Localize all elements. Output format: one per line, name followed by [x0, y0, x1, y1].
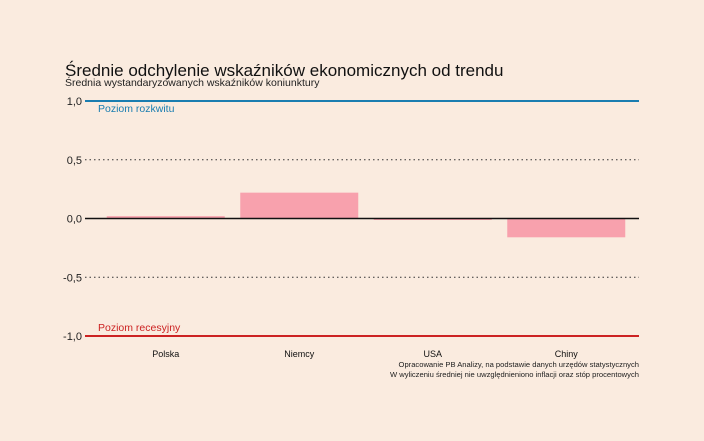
- bar: [106, 216, 225, 219]
- y-tick-label: 0,5: [67, 155, 82, 167]
- x-tick-label: Polska: [152, 349, 179, 359]
- y-tick-label: 0,0: [67, 214, 82, 226]
- y-tick-label: -1,0: [63, 331, 82, 343]
- chart-subtitle: Średnia wystandaryzowanych wskaźników ko…: [65, 77, 320, 89]
- chart-title: Średnie odchylenie wskaźników ekonomiczn…: [65, 61, 504, 80]
- y-tick-label: 1,0: [67, 96, 82, 108]
- source-note-line: W wyliczeniu średniej nie uwzględnienion…: [389, 369, 639, 379]
- x-tick-label: USA: [423, 349, 442, 359]
- x-tick-label: Niemcy: [284, 349, 315, 359]
- y-tick-label: -0,5: [63, 272, 82, 284]
- bar: [240, 192, 359, 219]
- source-note-line: Opracowanie PB Analizy, na podstawie dan…: [398, 360, 639, 369]
- reference-line-label: Poziom recesyjny: [98, 322, 181, 334]
- reference-line-label: Poziom rozkwitu: [98, 103, 175, 115]
- bar: [507, 218, 626, 238]
- source-note: Opracowanie PB Analizy, na podstawie dan…: [390, 360, 639, 379]
- x-tick-label: Chiny: [555, 349, 579, 359]
